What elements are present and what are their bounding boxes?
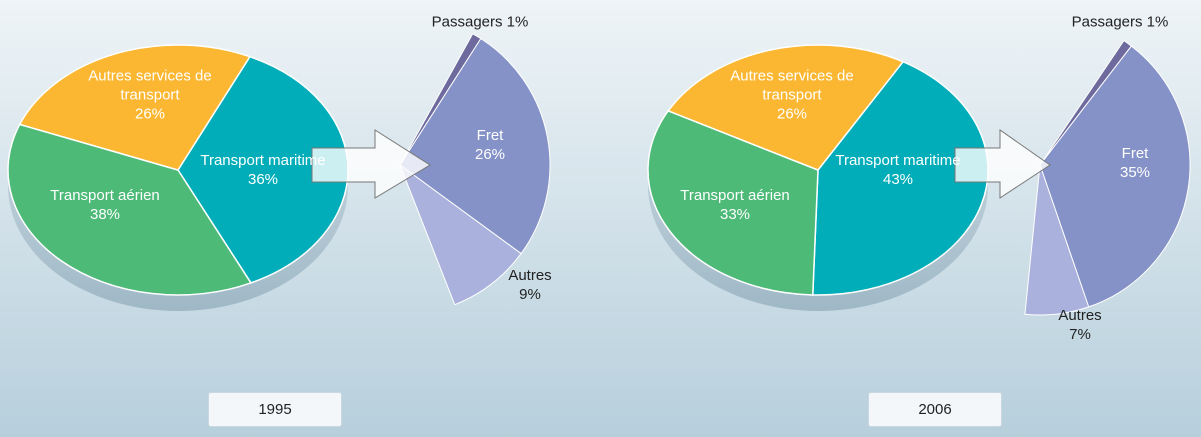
slice-label: Transport maritime 36% (200, 151, 325, 189)
label-text: 33% (719, 206, 751, 223)
label-text: Fret (1121, 145, 1149, 162)
sub-slice-label: Fret 26% (475, 126, 505, 164)
label-text: Transport aérien (680, 187, 790, 204)
label-text: 7% (1069, 326, 1091, 343)
sub-pie-slice (398, 163, 522, 306)
label-text: 26% (134, 105, 166, 123)
pie-slice (647, 109, 819, 296)
pie-slice (667, 44, 905, 171)
slice-label: Autres services de transport 26% (727, 67, 857, 124)
label-text: Autres (1058, 307, 1102, 324)
label-text: 1% (506, 13, 529, 31)
pie-slice (18, 44, 251, 171)
label-text: 1% (1146, 13, 1169, 31)
label-text: 38% (89, 206, 121, 223)
sub-pie-slice (1024, 164, 1090, 316)
label-text: Autres services de transport (88, 67, 212, 104)
label-text: Autres (508, 267, 552, 284)
label-text: Passagers (431, 13, 503, 31)
pie-slice (811, 60, 989, 296)
slice-label: Autres services de transport 26% (85, 67, 215, 124)
pie-slice (7, 123, 253, 296)
label-text: Autres services de transport (730, 67, 854, 104)
label-text: 9% (519, 286, 541, 303)
arrow (311, 129, 431, 199)
label-text: 43% (882, 171, 914, 188)
label-text: Fret (476, 127, 504, 144)
sub-pie-slice (1039, 45, 1191, 308)
sub-slice-label: Passagers 1% (432, 13, 529, 32)
slice-label: Transport aérien 33% (680, 186, 790, 224)
slice-label: Transport aérien 38% (50, 186, 160, 224)
label-text: Transport maritime (200, 152, 326, 169)
label-text: 36% (247, 171, 279, 188)
slice-label: Transport maritime 43% (835, 151, 960, 189)
label-text: Transport aérien (50, 187, 160, 204)
sub-slice-label: Passagers 1% (1072, 13, 1169, 32)
chart-title: 1995 (208, 392, 342, 427)
arrow (954, 129, 1051, 199)
label-text: 26% (474, 146, 506, 163)
label-text: 26% (776, 105, 808, 123)
sub-slice-label: Autres 7% (1058, 306, 1101, 344)
sub-slice-label: Autres 9% (508, 266, 551, 304)
label-text: Passagers (1071, 13, 1143, 31)
sub-slice-label: Fret 35% (1120, 144, 1150, 182)
label-text: Transport maritime (835, 152, 961, 169)
chart-title: 2006 (868, 392, 1002, 427)
label-text: 35% (1119, 164, 1151, 181)
sub-pie-slice (399, 37, 551, 255)
